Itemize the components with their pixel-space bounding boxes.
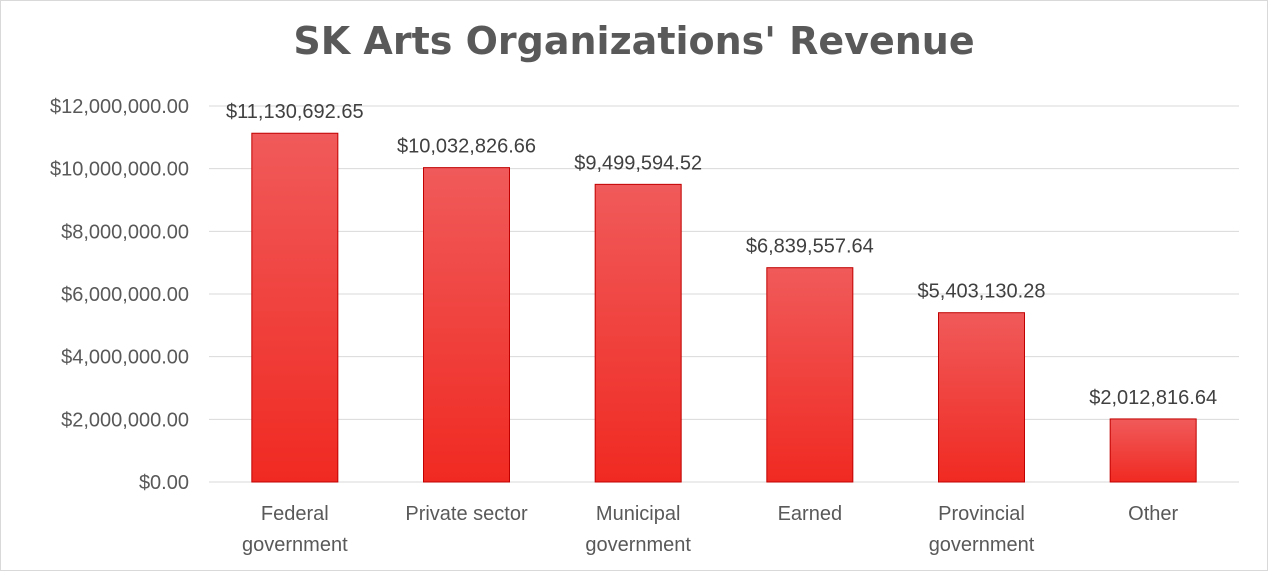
data-labels: $11,130,692.65 $10,032,826.66 $9,499,594.5… — [226, 101, 1217, 409]
data-label: $10,032,826.66 — [397, 136, 536, 158]
y-tick-label: $0.00 — [139, 472, 189, 494]
data-label: $9,499,594.52 — [574, 152, 702, 174]
y-tick-label: $4,000,000.00 — [61, 347, 189, 369]
gridlines — [209, 105, 1239, 483]
bar — [1109, 418, 1197, 483]
y-axis-tick-labels: $0.00 $2,000,000.00 $4,000,000.00 $6,000,00… — [50, 96, 189, 494]
y-tick-label: $10,000,000.00 — [50, 159, 189, 181]
data-label: $6,839,557.64 — [746, 236, 874, 258]
x-tick-label: Private sector — [405, 503, 528, 525]
bar — [594, 183, 682, 483]
bars — [251, 132, 1197, 483]
x-axis-category-labels: Federal government Private sector Municipal… — [242, 503, 1178, 556]
x-tick-label: Earned — [778, 503, 843, 525]
chart-title: SK Arts Organizations' Revenue — [293, 19, 975, 63]
bar — [766, 267, 854, 483]
data-label: $2,012,816.64 — [1089, 387, 1217, 409]
bar — [423, 167, 510, 483]
x-tick-label: Provincial government — [929, 503, 1035, 556]
x-tick-label: Municipal government — [585, 503, 691, 556]
x-tick-label: Other — [1128, 503, 1178, 525]
bar — [251, 132, 339, 483]
x-tick-label: Federal government — [242, 503, 348, 556]
y-tick-label: $12,000,000.00 — [50, 96, 189, 118]
y-tick-label: $2,000,000.00 — [61, 409, 189, 431]
y-tick-label: $8,000,000.00 — [61, 221, 189, 243]
y-tick-label: $6,000,000.00 — [61, 284, 189, 306]
data-label: $11,130,692.65 — [226, 101, 364, 123]
bar — [938, 312, 1025, 483]
data-label: $5,403,130.28 — [918, 281, 1046, 303]
